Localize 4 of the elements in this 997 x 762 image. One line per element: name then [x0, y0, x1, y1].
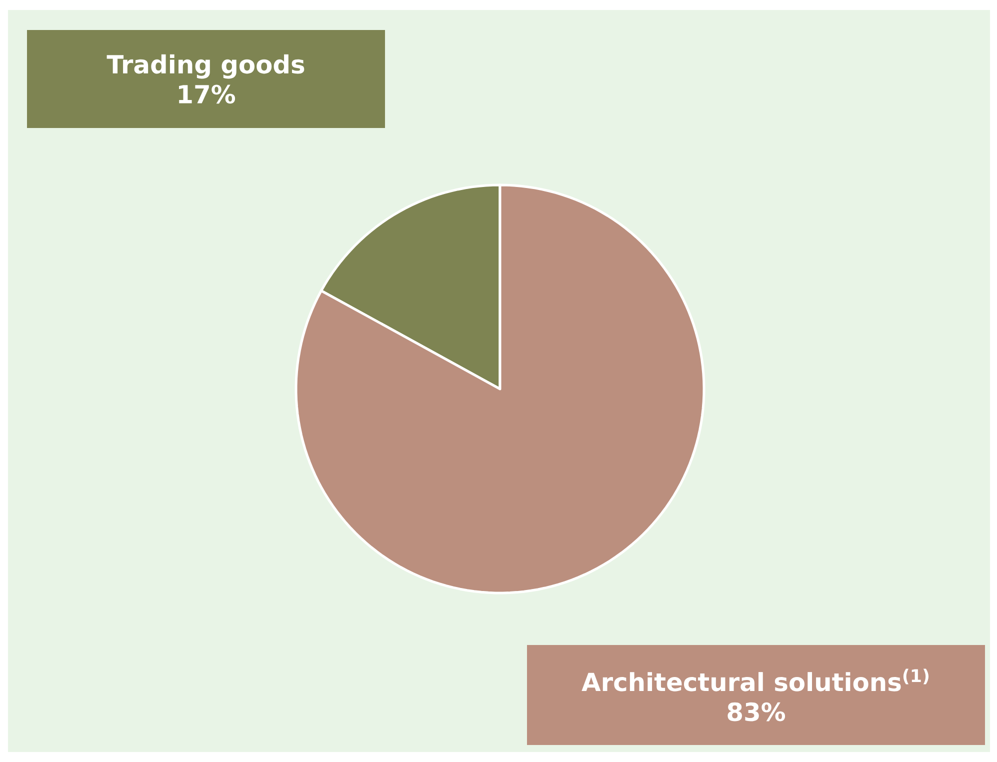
data-label: 17%	[179, 84, 236, 104]
slice-label: Architectural solutions$^{(1)}$	[582, 668, 928, 692]
slice-label: Trading goods	[106, 54, 304, 79]
data-label: 83%	[728, 702, 786, 722]
